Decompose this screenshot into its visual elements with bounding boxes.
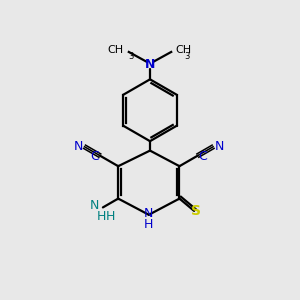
Text: N: N xyxy=(74,140,83,153)
Text: S: S xyxy=(191,205,202,218)
Text: 3: 3 xyxy=(184,52,190,61)
Text: C: C xyxy=(90,150,99,163)
Text: H: H xyxy=(97,210,106,223)
Text: CH: CH xyxy=(107,45,124,55)
Text: H: H xyxy=(106,210,115,223)
Text: N: N xyxy=(144,207,154,220)
Text: C: C xyxy=(199,150,207,163)
Text: N: N xyxy=(90,200,99,212)
Text: N: N xyxy=(214,140,224,153)
Text: H: H xyxy=(144,218,154,231)
Text: N: N xyxy=(145,58,155,71)
Text: CH: CH xyxy=(176,45,192,55)
Text: 3: 3 xyxy=(128,52,134,61)
